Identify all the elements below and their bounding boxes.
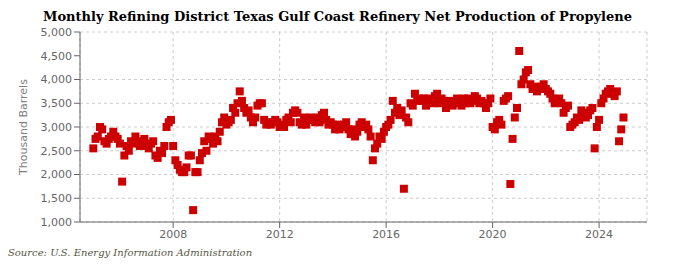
svg-text:4,500: 4,500 xyxy=(41,50,73,63)
svg-text:4,000: 4,000 xyxy=(41,73,73,86)
svg-text:2,000: 2,000 xyxy=(41,168,73,181)
svg-text:2012: 2012 xyxy=(266,228,294,241)
svg-text:2020: 2020 xyxy=(479,228,507,241)
svg-text:Thousand Barrels: Thousand Barrels xyxy=(17,79,30,176)
html-text:Monthly Refining District Texa: Monthly Refining District Texas Gulf Coa… xyxy=(43,9,632,24)
html-text:Source: U.S. Energy Informatio: Source: U.S. Energy Information Administ… xyxy=(8,247,253,258)
svg-text:1,000: 1,000 xyxy=(41,216,73,229)
svg-text:5,000: 5,000 xyxy=(41,26,73,39)
svg-text:2008: 2008 xyxy=(159,228,187,241)
svg-text:1,500: 1,500 xyxy=(41,192,73,205)
svg-text:3,500: 3,500 xyxy=(41,97,73,110)
svg-text:2024: 2024 xyxy=(585,228,613,241)
svg-text:2,500: 2,500 xyxy=(41,145,73,158)
svg-text:3,000: 3,000 xyxy=(41,121,73,134)
svg-text:2016: 2016 xyxy=(372,228,400,241)
